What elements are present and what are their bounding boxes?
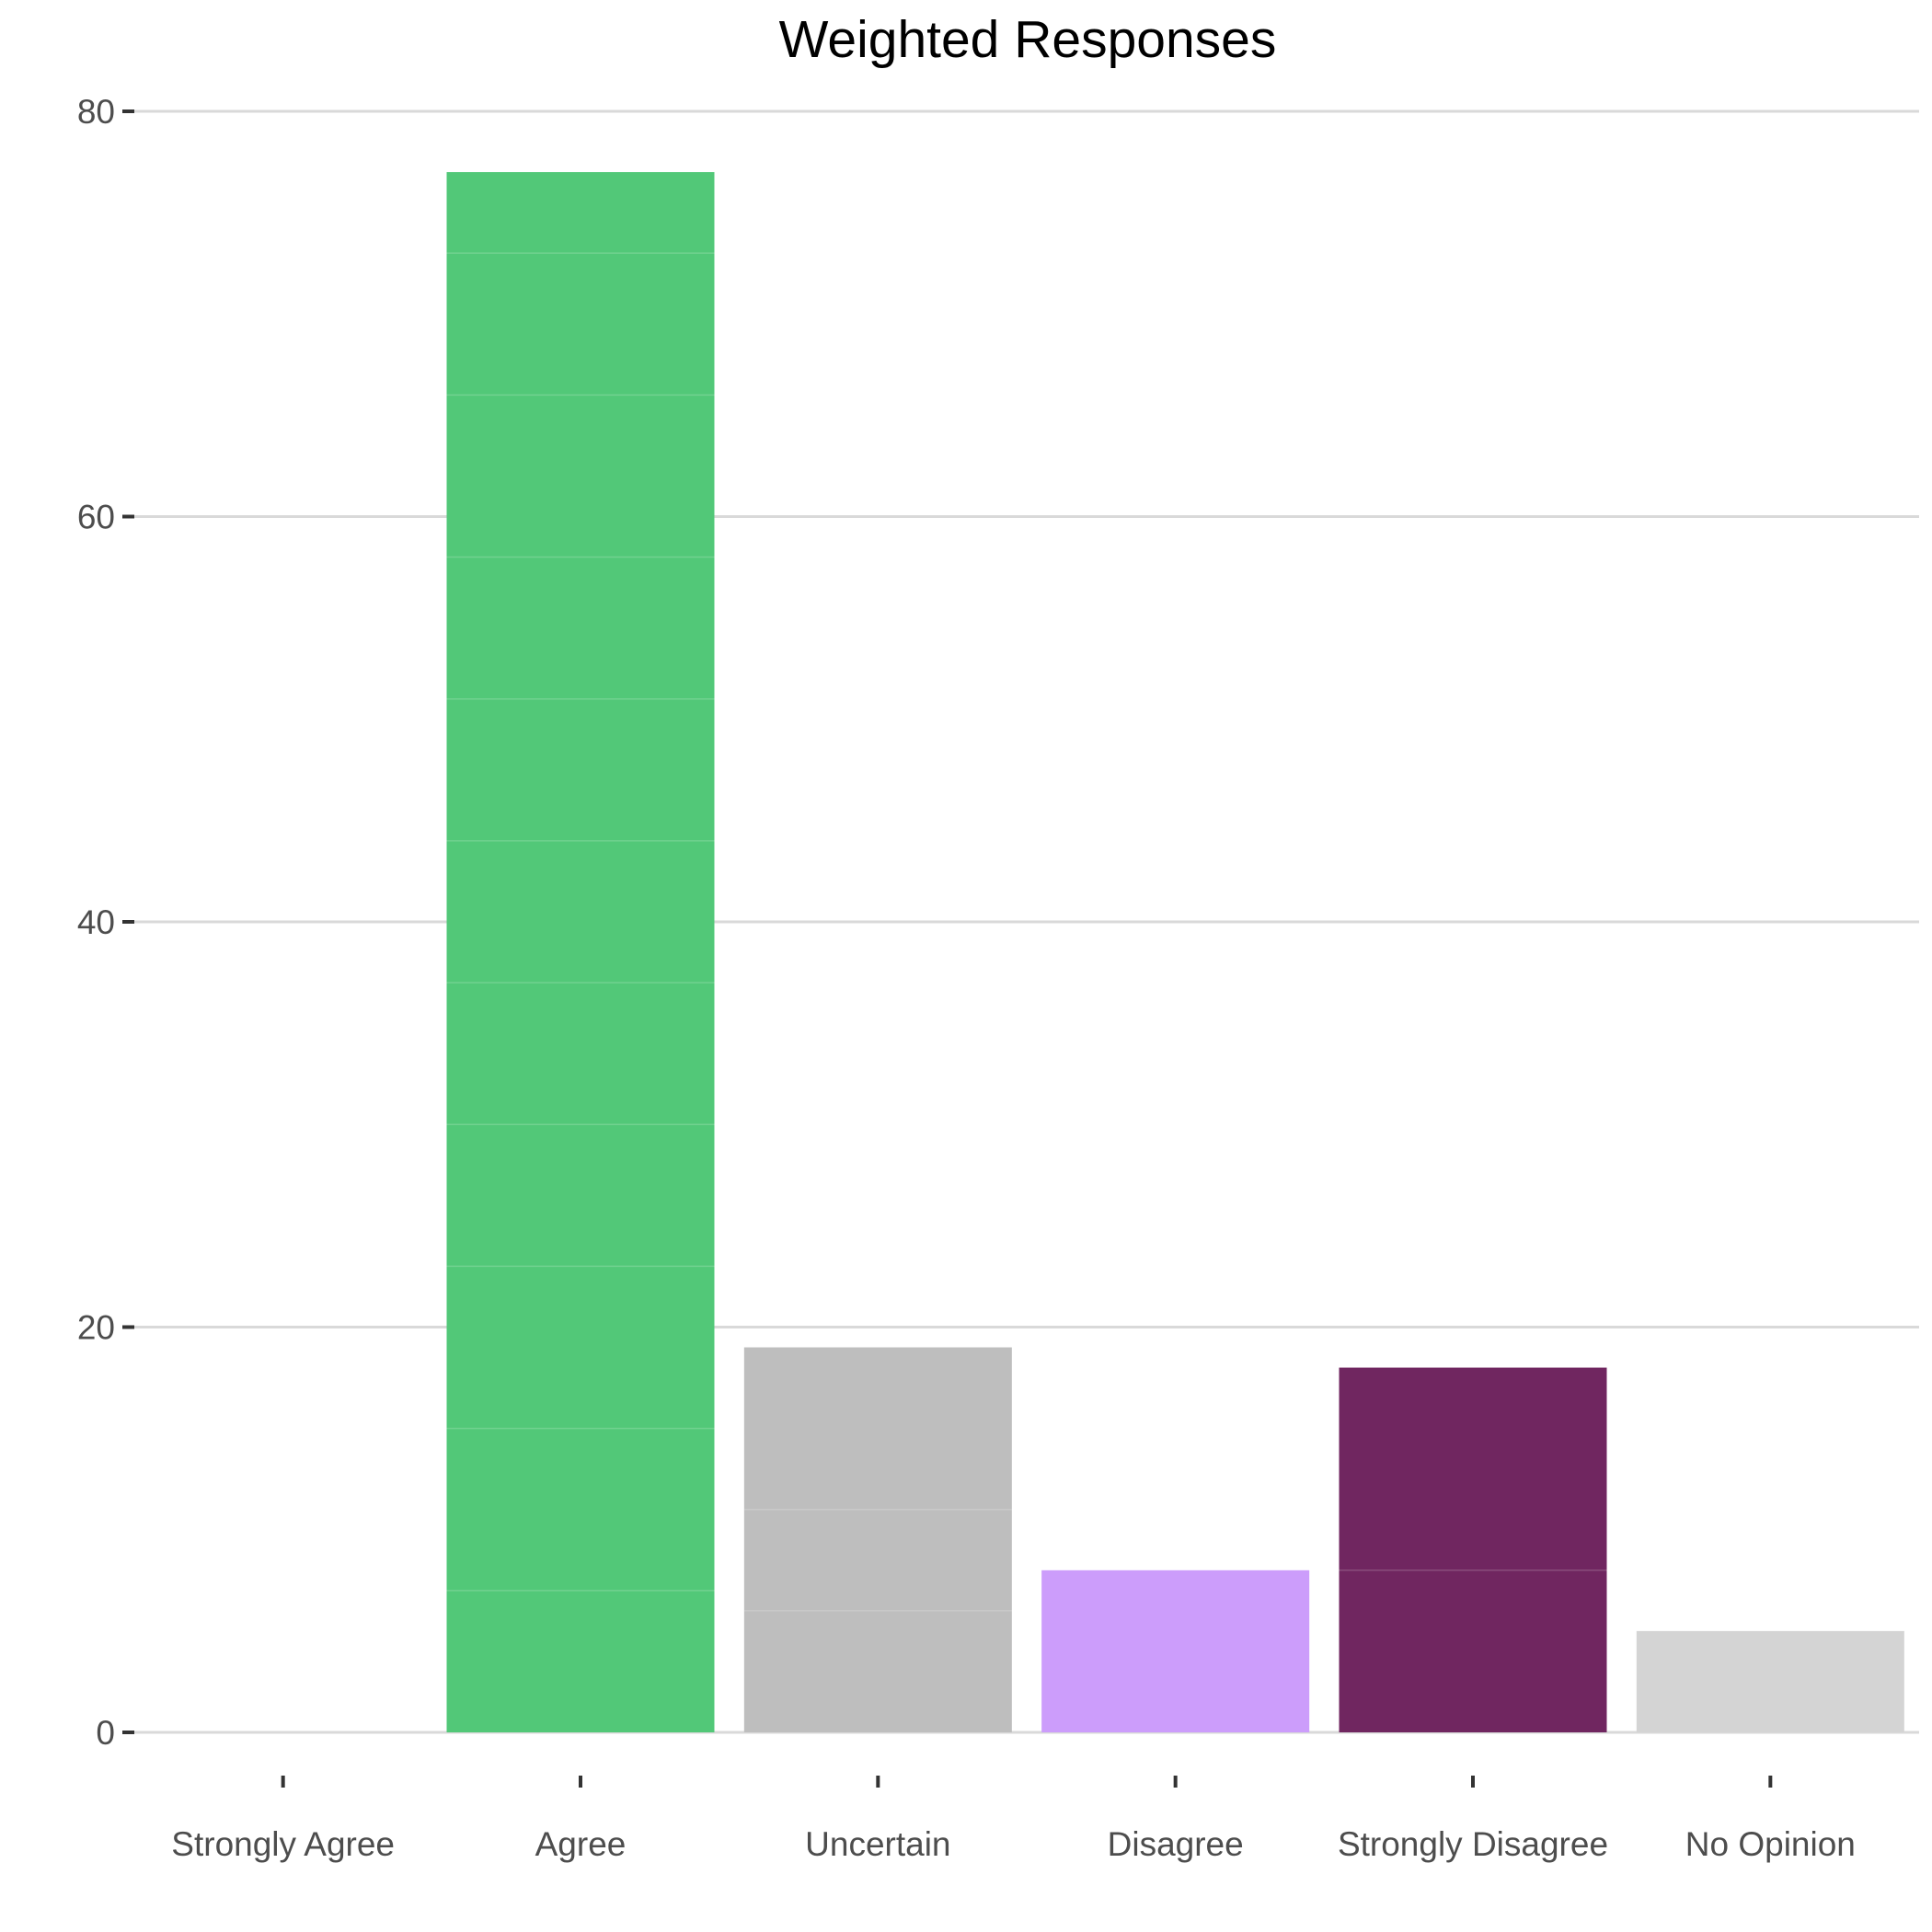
y-tick-label: 80 bbox=[77, 93, 115, 131]
y-axis: 0 20 40 60 80 bbox=[77, 93, 134, 1752]
bar-group bbox=[446, 172, 715, 1733]
bar-group bbox=[1636, 1630, 1904, 1732]
bars bbox=[446, 172, 1904, 1733]
bar bbox=[1041, 1570, 1310, 1732]
y-tick-label: 0 bbox=[96, 1714, 115, 1752]
y-tick-label: 20 bbox=[77, 1309, 115, 1347]
bar bbox=[1339, 1367, 1607, 1732]
x-tick-label: No Opinion bbox=[1685, 1825, 1856, 1863]
y-tick-label: 40 bbox=[77, 903, 115, 941]
bar-group bbox=[743, 1347, 1012, 1732]
grid-lines bbox=[134, 109, 1919, 1734]
x-axis: Strongly Agree Agree Uncertain Disagree Stro… bbox=[171, 1776, 1856, 1863]
bar bbox=[446, 172, 715, 1733]
bar-group bbox=[1041, 1570, 1310, 1732]
x-tick-label: Agree bbox=[535, 1825, 627, 1863]
bar-group bbox=[1339, 1367, 1607, 1732]
x-tick-label: Uncertain bbox=[805, 1825, 950, 1863]
x-tick-label: Disagree bbox=[1108, 1825, 1244, 1863]
chart-title: Weighted Responses bbox=[779, 10, 1277, 69]
y-tick-label: 60 bbox=[77, 499, 115, 536]
bar bbox=[743, 1347, 1012, 1732]
x-tick-label: Strongly Agree bbox=[171, 1825, 395, 1863]
x-tick-label: Strongly Disagree bbox=[1338, 1825, 1608, 1863]
bar bbox=[1636, 1630, 1904, 1732]
